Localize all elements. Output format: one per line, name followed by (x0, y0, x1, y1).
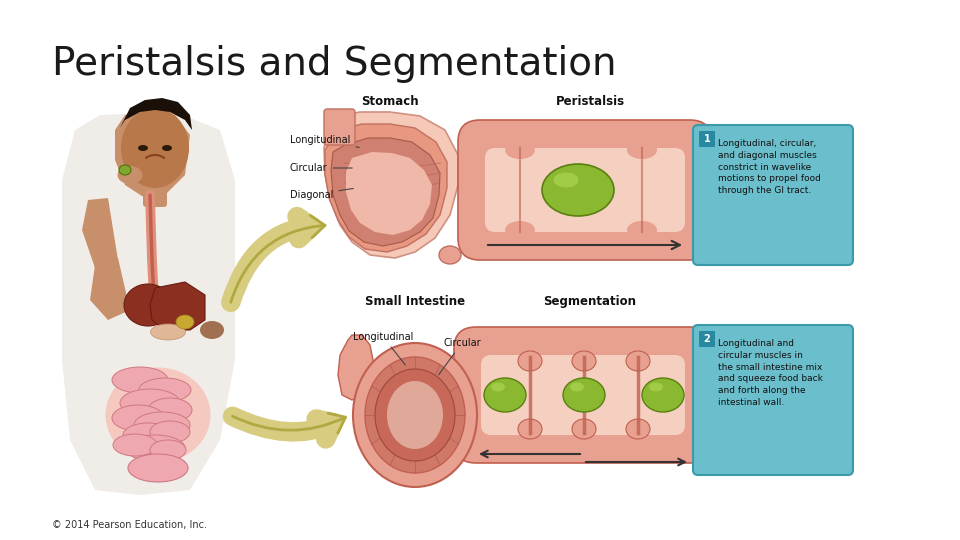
Ellipse shape (353, 343, 477, 487)
Polygon shape (150, 282, 205, 330)
Ellipse shape (626, 419, 650, 439)
Polygon shape (338, 335, 373, 400)
Polygon shape (82, 198, 118, 268)
Ellipse shape (649, 382, 663, 392)
Text: Longitudinal: Longitudinal (353, 332, 414, 365)
FancyBboxPatch shape (481, 355, 685, 435)
Polygon shape (324, 112, 458, 258)
Text: Diagonal: Diagonal (290, 188, 353, 200)
Ellipse shape (572, 351, 596, 371)
Polygon shape (331, 138, 440, 246)
Ellipse shape (106, 368, 210, 462)
Polygon shape (115, 110, 190, 198)
Ellipse shape (518, 419, 542, 439)
Polygon shape (190, 208, 220, 325)
Ellipse shape (121, 108, 189, 188)
FancyArrowPatch shape (230, 217, 312, 302)
Ellipse shape (387, 381, 443, 449)
Ellipse shape (518, 351, 542, 371)
Ellipse shape (542, 164, 614, 216)
Ellipse shape (119, 165, 131, 175)
Ellipse shape (134, 412, 190, 438)
Text: 1: 1 (704, 134, 710, 144)
Ellipse shape (138, 145, 148, 151)
Ellipse shape (113, 434, 157, 456)
Ellipse shape (176, 315, 194, 329)
Polygon shape (90, 258, 130, 320)
Ellipse shape (505, 221, 535, 239)
Text: Longitudinal: Longitudinal (290, 135, 359, 147)
Ellipse shape (124, 284, 172, 326)
FancyBboxPatch shape (699, 331, 715, 347)
Ellipse shape (117, 166, 142, 184)
FancyBboxPatch shape (454, 327, 712, 463)
Text: Peristalsis and Segmentation: Peristalsis and Segmentation (52, 45, 616, 83)
Polygon shape (346, 152, 432, 235)
Ellipse shape (627, 141, 657, 159)
Ellipse shape (128, 454, 188, 482)
Text: Longitudinal and
circular muscles in
the small intestine mix
and squeeze food ba: Longitudinal and circular muscles in the… (718, 339, 823, 407)
Ellipse shape (151, 324, 185, 340)
Polygon shape (62, 112, 235, 495)
Ellipse shape (365, 357, 465, 473)
Ellipse shape (484, 378, 526, 412)
FancyArrowPatch shape (232, 416, 333, 439)
Text: 2: 2 (704, 334, 710, 344)
FancyBboxPatch shape (693, 325, 853, 475)
FancyBboxPatch shape (693, 125, 853, 265)
Ellipse shape (570, 382, 584, 392)
Ellipse shape (491, 382, 505, 392)
Text: Small Intestine: Small Intestine (365, 295, 465, 308)
FancyBboxPatch shape (485, 148, 685, 232)
Ellipse shape (627, 221, 657, 239)
Ellipse shape (554, 172, 579, 187)
Text: Stomach: Stomach (361, 95, 419, 108)
Ellipse shape (125, 435, 185, 461)
Ellipse shape (148, 398, 192, 422)
FancyBboxPatch shape (143, 179, 167, 207)
Ellipse shape (162, 145, 172, 151)
Ellipse shape (139, 378, 191, 402)
Text: Circular: Circular (439, 338, 481, 375)
Ellipse shape (112, 367, 168, 393)
Ellipse shape (375, 369, 455, 461)
Text: Longitudinal, circular,
and diagonal muscles
constrict in wavelike
motions to pr: Longitudinal, circular, and diagonal mus… (718, 139, 821, 195)
Polygon shape (120, 98, 192, 130)
Ellipse shape (505, 141, 535, 159)
Text: Peristalsis: Peristalsis (556, 95, 625, 108)
Text: Circular: Circular (290, 163, 352, 173)
Ellipse shape (150, 440, 186, 460)
FancyArrowPatch shape (232, 413, 346, 433)
FancyBboxPatch shape (699, 131, 715, 147)
Text: © 2014 Pearson Education, Inc.: © 2014 Pearson Education, Inc. (52, 520, 207, 530)
FancyBboxPatch shape (324, 109, 355, 145)
FancyArrowPatch shape (230, 215, 325, 302)
Ellipse shape (572, 419, 596, 439)
Ellipse shape (200, 321, 224, 339)
Ellipse shape (563, 378, 605, 412)
Ellipse shape (439, 246, 461, 264)
FancyBboxPatch shape (458, 120, 712, 260)
Polygon shape (325, 124, 447, 252)
Ellipse shape (120, 389, 180, 417)
Ellipse shape (150, 421, 190, 443)
Ellipse shape (642, 378, 684, 412)
Ellipse shape (112, 405, 164, 431)
Ellipse shape (123, 423, 173, 447)
Ellipse shape (626, 351, 650, 371)
Text: Segmentation: Segmentation (543, 295, 636, 308)
